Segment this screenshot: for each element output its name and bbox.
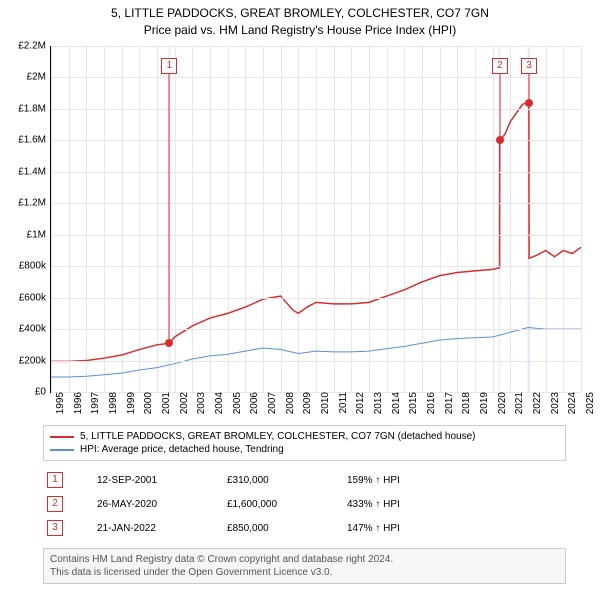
transaction-marker-box: 2: [47, 496, 63, 512]
x-tick-label: 2017: [442, 392, 455, 414]
gridline-v: [581, 46, 582, 392]
x-tick-label: 2004: [212, 392, 225, 414]
transaction-date: 21-JAN-2022: [97, 523, 227, 534]
gridline-h: [51, 298, 581, 299]
x-tick-label: 2002: [177, 392, 190, 414]
x-tick-label: 2020: [495, 392, 508, 414]
marker-dot: [525, 99, 533, 107]
x-tick-label: 1995: [53, 392, 66, 414]
transaction-delta: 147% ↑ HPI: [347, 523, 400, 534]
gridline-h: [51, 109, 581, 110]
marker-dot: [165, 339, 173, 347]
y-tick-label: £2.2M: [18, 41, 51, 52]
marker-dot: [496, 136, 504, 144]
y-tick-label: £1.2M: [18, 198, 51, 209]
transaction-delta: 433% ↑ HPI: [347, 499, 400, 510]
gridline-h: [51, 203, 581, 204]
y-tick-label: £1.8M: [18, 103, 51, 114]
y-tick-label: £1.4M: [18, 166, 51, 177]
x-tick-label: 2007: [265, 392, 278, 414]
transaction-price: £850,000: [227, 523, 347, 534]
x-tick-label: 2021: [512, 392, 525, 414]
y-tick-label: £400k: [19, 324, 51, 335]
legend-box: 5, LITTLE PADDOCKS, GREAT BROMLEY, COLCH…: [43, 425, 566, 461]
x-tick-label: 2001: [159, 392, 172, 414]
marker-label-box: 1: [161, 58, 177, 74]
transaction-date: 26-MAY-2020: [97, 499, 227, 510]
y-tick-label: £0: [35, 387, 51, 398]
transaction-date: 12-SEP-2001: [97, 475, 227, 486]
transaction-row: 3 21-JAN-2022 £850,000 147% ↑ HPI: [43, 516, 566, 540]
x-tick-label: 2025: [583, 392, 596, 414]
gridline-h: [51, 235, 581, 236]
legend-line-hpi: [50, 449, 74, 451]
x-tick-label: 2009: [300, 392, 313, 414]
gridline-h: [51, 329, 581, 330]
plot-region: £0£200k£400k£600k£800k£1M£1.2M£1.4M£1.6M…: [50, 46, 581, 393]
x-tick-label: 2015: [406, 392, 419, 414]
x-tick-label: 2023: [548, 392, 561, 414]
marker-stem: [169, 74, 170, 343]
footer-line1: Contains HM Land Registry data © Crown c…: [50, 553, 559, 566]
transaction-row: 1 12-SEP-2001 £310,000 159% ↑ HPI: [43, 468, 566, 492]
legend-item-subject: 5, LITTLE PADDOCKS, GREAT BROMLEY, COLCH…: [50, 430, 559, 443]
x-tick-label: 2011: [336, 392, 349, 414]
x-tick-label: 2019: [477, 392, 490, 414]
chart-title-line2: Price paid vs. HM Land Registry's House …: [0, 22, 600, 39]
y-tick-label: £600k: [19, 292, 51, 303]
x-tick-label: 1997: [88, 392, 101, 414]
x-tick-label: 2000: [141, 392, 154, 414]
legend-item-hpi: HPI: Average price, detached house, Tend…: [50, 443, 559, 456]
y-tick-label: £1.6M: [18, 135, 51, 146]
gridline-h: [51, 172, 581, 173]
x-tick-label: 2012: [353, 392, 366, 414]
x-tick-label: 2008: [283, 392, 296, 414]
y-tick-label: £2M: [27, 72, 51, 83]
footer-line2: This data is licensed under the Open Gov…: [50, 566, 559, 579]
x-tick-label: 2003: [194, 392, 207, 414]
transaction-marker-box: 3: [47, 520, 63, 536]
x-tick-label: 2024: [565, 392, 578, 414]
marker-label-box: 3: [521, 58, 537, 74]
transaction-marker-box: 1: [47, 472, 63, 488]
marker-label-box: 2: [492, 58, 508, 74]
gridline-h: [51, 361, 581, 362]
transaction-row: 2 26-MAY-2020 £1,600,000 433% ↑ HPI: [43, 492, 566, 516]
transaction-price: £310,000: [227, 475, 347, 486]
y-tick-label: £800k: [19, 261, 51, 272]
chart-area: £0£200k£400k£600k£800k£1M£1.2M£1.4M£1.6M…: [50, 46, 580, 392]
x-tick-label: 2010: [318, 392, 331, 414]
marker-stem: [499, 74, 500, 140]
transaction-price: £1,600,000: [227, 499, 347, 510]
page-root: 5, LITTLE PADDOCKS, GREAT BROMLEY, COLCH…: [0, 0, 600, 590]
x-tick-label: 2018: [459, 392, 472, 414]
x-tick-label: 1996: [71, 392, 84, 414]
x-tick-label: 2005: [230, 392, 243, 414]
y-tick-label: £1M: [27, 229, 51, 240]
gridline-h: [51, 77, 581, 78]
x-tick-label: 2013: [371, 392, 384, 414]
legend-label-hpi: HPI: Average price, detached house, Tend…: [80, 444, 284, 455]
transaction-delta: 159% ↑ HPI: [347, 475, 400, 486]
x-tick-label: 1999: [124, 392, 137, 414]
x-tick-label: 2014: [389, 392, 402, 414]
x-tick-label: 2022: [530, 392, 543, 414]
gridline-h: [51, 46, 581, 47]
chart-svg: [51, 46, 581, 392]
y-tick-label: £200k: [19, 355, 51, 366]
transaction-table: 1 12-SEP-2001 £310,000 159% ↑ HPI 2 26-M…: [43, 468, 566, 540]
x-tick-label: 1998: [106, 392, 119, 414]
footer-attribution: Contains HM Land Registry data © Crown c…: [43, 548, 566, 584]
legend-line-subject: [50, 436, 74, 438]
legend-label-subject: 5, LITTLE PADDOCKS, GREAT BROMLEY, COLCH…: [80, 431, 476, 442]
chart-title-line1: 5, LITTLE PADDOCKS, GREAT BROMLEY, COLCH…: [0, 0, 600, 22]
x-tick-label: 2016: [424, 392, 437, 414]
gridline-h: [51, 266, 581, 267]
x-tick-label: 2006: [247, 392, 260, 414]
